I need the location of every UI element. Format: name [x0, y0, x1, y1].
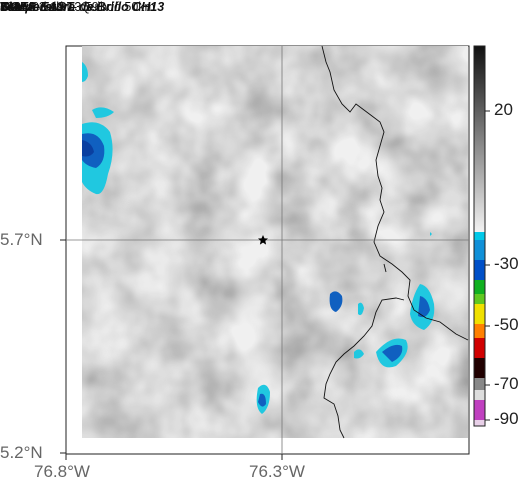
colorbar [473, 45, 490, 427]
colorbar-tick-label: -30 [494, 254, 519, 273]
route-subtitle: Vía Medellín - Quibdó 50km [0, 0, 155, 14]
cold-cloud [258, 393, 266, 407]
cold-cloud [82, 140, 94, 157]
cold-cloud [358, 302, 364, 316]
colorbar-tick-label: -70 [494, 374, 519, 393]
x-tick-label: 76.8°W [34, 462, 90, 481]
x-tick-label: 76.3°W [249, 462, 305, 481]
agency-name: SIATA [0, 0, 36, 14]
cold-cloud [418, 296, 430, 318]
cold-cloud [382, 344, 403, 362]
cloud-imagery [82, 46, 468, 438]
satellite-name: GOES-EAST [0, 0, 74, 14]
cold-cloud-regions [82, 62, 435, 414]
datetime-label: 2024-03-19 13:59 [0, 0, 99, 14]
admin-border [383, 263, 387, 273]
cold-cloud [354, 349, 364, 359]
admin-border [321, 45, 469, 341]
star-icon [258, 235, 268, 245]
colorbar-tick-label: -90 [494, 409, 519, 428]
cold-cloud [92, 107, 114, 118]
y-tick-label: 5.7°N [0, 230, 43, 249]
admin-border [323, 297, 405, 439]
cold-cloud [329, 291, 343, 312]
y-tick-label: 5.2°N [0, 443, 43, 462]
product-title: Temperatura de Brillo CH13 [0, 0, 165, 14]
colorbar-tick-label: 20 [494, 100, 513, 119]
cold-cloud [430, 232, 432, 236]
cold-cloud [82, 62, 88, 82]
colorbar-tick-label: -50 [494, 315, 519, 334]
